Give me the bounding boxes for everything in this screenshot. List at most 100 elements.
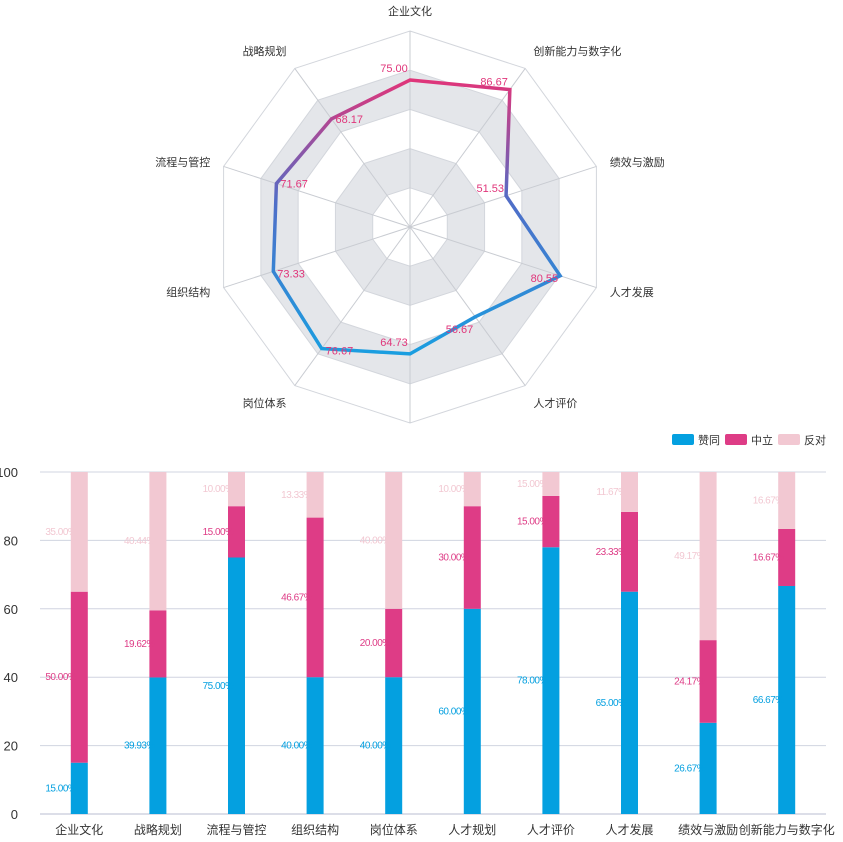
bar-value-label: 26.67%: [674, 763, 706, 774]
radar-spoke: [409, 68, 526, 228]
radar-spoke: [223, 226, 411, 289]
radar-spoke: [409, 226, 597, 289]
x-category-label: 组织结构: [291, 822, 339, 837]
bar-value-label: 30.00%: [438, 553, 470, 564]
y-tick-label: 40: [4, 670, 18, 685]
y-tick-label: 80: [4, 533, 18, 548]
bar-value-label: 15.00%: [517, 479, 549, 490]
radar-value-label: 68.17: [335, 114, 363, 126]
bar-value-label: 24.17%: [674, 676, 706, 687]
bar-value-label: 78.00%: [517, 676, 549, 687]
bar-value-label: 46.67%: [281, 592, 313, 603]
bar-value-label: 65.00%: [596, 698, 628, 709]
bar-segment: [621, 472, 638, 512]
bar-segment: [149, 677, 167, 814]
bar-value-label: 15.00%: [517, 517, 549, 528]
bar-segment: [70, 762, 88, 814]
bar-segment: [149, 610, 167, 678]
bar-segment: [778, 585, 796, 814]
bar-segment: [699, 472, 717, 641]
bar-value-label: 10.00%: [203, 484, 235, 495]
radar-chart: 企业文化创新能力与数字化绩效与激励人才发展人才评价人才规划岗位体系组织结构流程与…: [155, 4, 665, 424]
radar-value-label: 64.73: [380, 337, 408, 349]
bar-segment: [306, 517, 324, 678]
x-category-label: 人才规划: [448, 822, 496, 837]
radar-axis-label: 绩效与激励: [610, 155, 665, 169]
bar-value-label: 10.00%: [438, 484, 470, 495]
legend-label: 赞同: [698, 434, 720, 447]
bar-segment: [542, 547, 560, 814]
bar-value-label: 19.62%: [124, 639, 156, 650]
y-tick-label: 20: [4, 739, 18, 754]
x-category-label: 企业文化: [55, 822, 103, 837]
x-category-label: 岗位体系: [370, 822, 418, 837]
bar-value-label: 40.00%: [360, 535, 392, 546]
bar-segment: [542, 472, 560, 496]
y-tick-label: 60: [4, 602, 18, 617]
bar-segment: [70, 472, 88, 592]
bar-value-label: 66.67%: [753, 695, 785, 706]
radar-value-label: 73.33: [277, 268, 305, 280]
bar-segment: [70, 591, 88, 763]
x-category-label: 创新能力与数字化: [739, 822, 835, 837]
bar-value-label: 35.00%: [45, 527, 77, 538]
bar-segment: [385, 608, 403, 678]
radar-value-label: 80.55: [531, 273, 559, 285]
radar-value-label: 51.53: [477, 183, 505, 195]
bar-value-label: 75.00%: [203, 681, 235, 692]
legend-label: 反对: [804, 433, 826, 447]
bar-value-label: 23.33%: [596, 547, 628, 558]
radar-axis-label: 创新能力与数字化: [533, 44, 621, 58]
radar-value-label: 76.67: [326, 346, 354, 358]
bar-value-label: 40.00%: [360, 741, 392, 752]
radar-axis-label: 流程与管控: [155, 155, 210, 169]
bar-value-label: 49.17%: [674, 551, 706, 562]
bar-segment: [778, 528, 796, 586]
x-category-label: 绩效与激励: [678, 822, 738, 837]
radar-axis-label: 组织结构: [166, 285, 210, 299]
radar-spoke: [223, 165, 411, 228]
bar-value-label: 16.67%: [753, 552, 785, 563]
radar-axis-label: 战略规划: [243, 44, 287, 58]
x-category-label: 人才发展: [605, 822, 653, 837]
bar-segment: [385, 472, 403, 609]
radar-value-label: 86.67: [480, 77, 508, 89]
bar-segment: [463, 608, 481, 814]
bar-segment: [463, 472, 481, 507]
radar-spoke: [409, 226, 526, 386]
radar-axis-label: 企业文化: [388, 4, 432, 18]
radar-series-line: [271, 78, 563, 356]
bar-value-label: 60.00%: [438, 706, 470, 717]
radar-axis-label: 人才评价: [533, 396, 577, 410]
legend-label: 中立: [751, 433, 773, 447]
radar-spoke: [294, 226, 411, 386]
bar-segment: [699, 722, 717, 814]
bar-segment: [306, 677, 324, 814]
x-category-label: 流程与管控: [206, 822, 266, 837]
bar-segment: [621, 591, 638, 814]
radar-spoke: [409, 165, 597, 228]
bar-segment: [385, 677, 403, 814]
bar-value-label: 15.00%: [203, 527, 235, 538]
radar-value-label: 75.00: [380, 63, 408, 75]
bar-segment: [228, 506, 245, 558]
bar-segment: [778, 472, 796, 529]
bar-value-label: 40.44%: [124, 536, 156, 547]
bar-segment: [149, 472, 167, 611]
bar-segment: [306, 472, 324, 518]
bar-value-label: 20.00%: [360, 638, 392, 649]
bar-value-label: 15.00%: [45, 783, 77, 794]
x-category-label: 人才评价: [527, 823, 575, 837]
bar-value-label: 39.93%: [124, 741, 156, 752]
bar-value-label: 50.00%: [45, 672, 77, 683]
radar-spoke: [294, 68, 411, 228]
radar-value-label: 71.67: [280, 179, 308, 191]
y-tick-label: 0: [11, 807, 18, 822]
bar-segment: [228, 472, 245, 507]
bar-value-label: 16.67%: [753, 495, 785, 506]
legend-swatch: [778, 434, 800, 445]
bar-value-label: 13.33%: [281, 490, 313, 501]
legend-swatch: [725, 434, 747, 445]
x-category-label: 战略规划: [134, 822, 182, 837]
